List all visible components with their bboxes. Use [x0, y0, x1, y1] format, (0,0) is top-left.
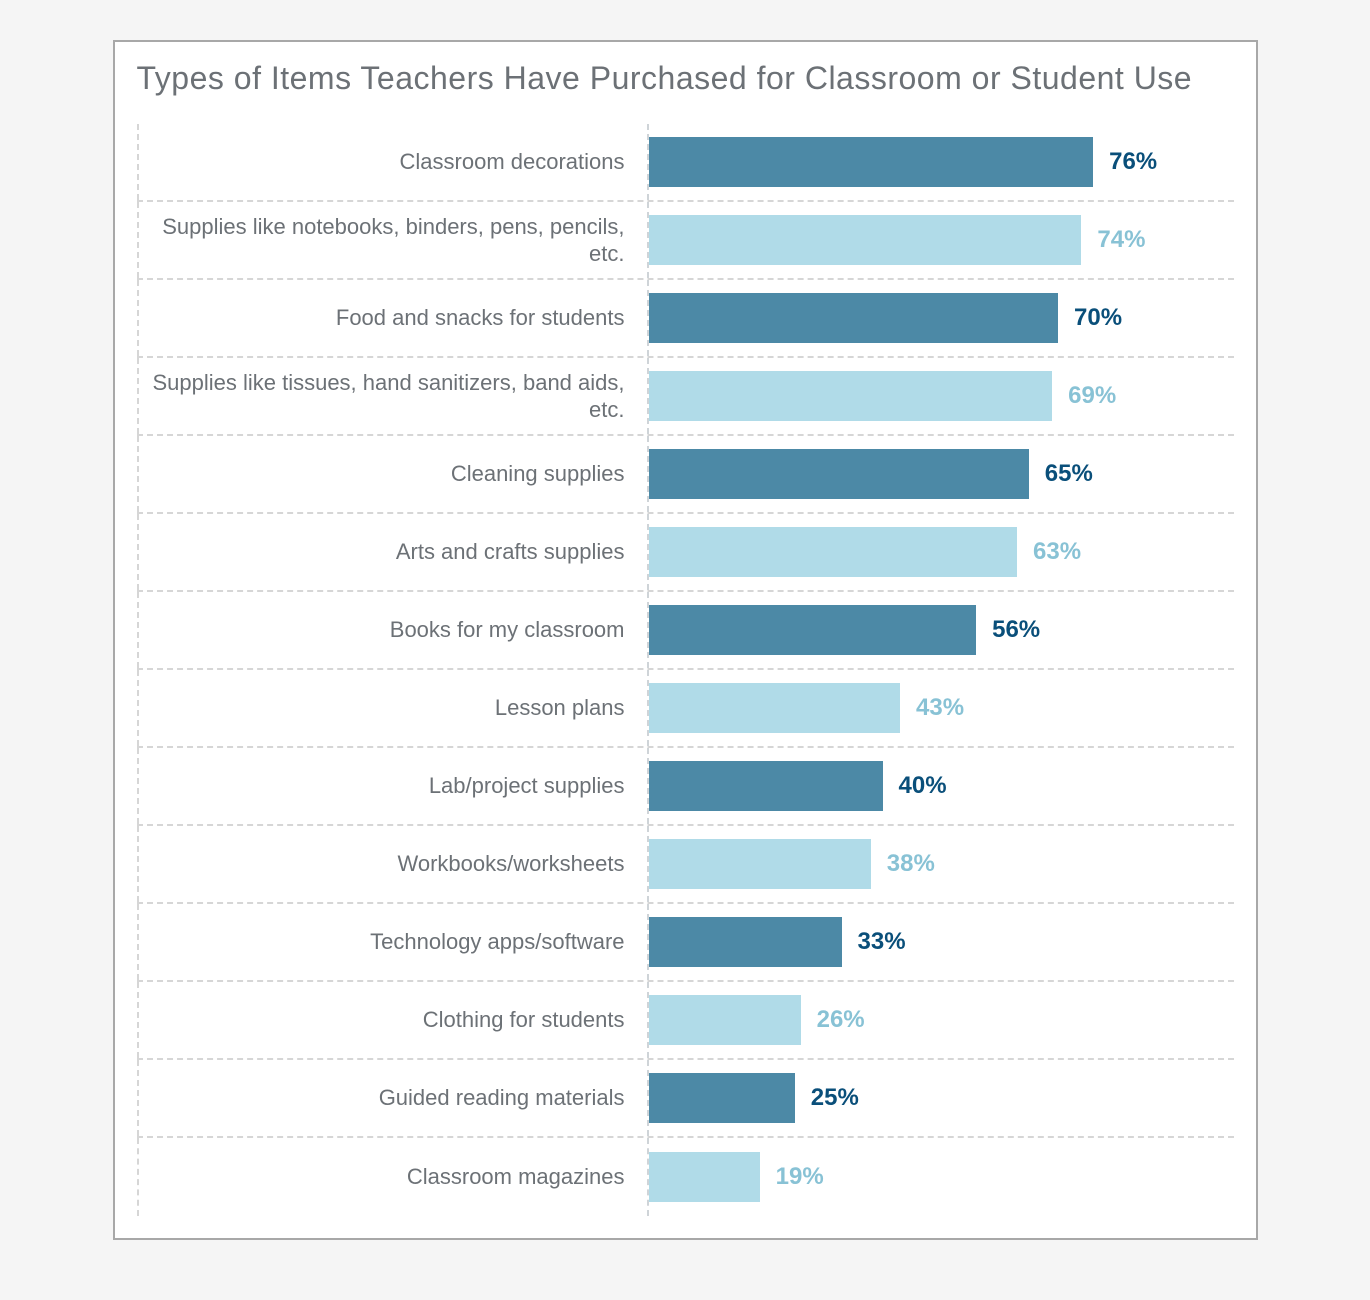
bar-cell: 63%: [647, 514, 1234, 590]
bar: [649, 917, 842, 967]
chart-title: Types of Items Teachers Have Purchased f…: [137, 58, 1234, 98]
bar-value: 74%: [1097, 226, 1145, 254]
row-label: Food and snacks for students: [137, 280, 647, 356]
bar-value: 70%: [1074, 304, 1122, 332]
bar-value: 33%: [858, 928, 906, 956]
bar-value: 56%: [992, 616, 1040, 644]
row-label: Clothing for students: [137, 982, 647, 1058]
table-row: Clothing for students 26%: [137, 982, 1234, 1060]
bar-cell: 25%: [647, 1060, 1234, 1136]
bar-cell: 40%: [647, 748, 1234, 824]
row-label: Books for my classroom: [137, 592, 647, 668]
bar-value: 69%: [1068, 382, 1116, 410]
table-row: Books for my classroom 56%: [137, 592, 1234, 670]
bar-value: 19%: [776, 1163, 824, 1191]
row-label: Guided reading materials: [137, 1060, 647, 1136]
bar-cell: 70%: [647, 280, 1234, 356]
row-label: Classroom magazines: [137, 1138, 647, 1216]
bar: [649, 215, 1082, 265]
bar-value: 65%: [1045, 460, 1093, 488]
bar-cell: 65%: [647, 436, 1234, 512]
chart-card: Types of Items Teachers Have Purchased f…: [113, 40, 1258, 1240]
bar-cell: 19%: [647, 1138, 1234, 1216]
bar: [649, 527, 1018, 577]
row-label: Technology apps/software: [137, 904, 647, 980]
row-label: Classroom decorations: [137, 124, 647, 200]
table-row: Lesson plans 43%: [137, 670, 1234, 748]
bar: [649, 995, 801, 1045]
bar: [649, 761, 883, 811]
bar: [649, 449, 1029, 499]
row-label: Cleaning supplies: [137, 436, 647, 512]
bar: [649, 683, 901, 733]
bar: [649, 605, 977, 655]
bar-value: 38%: [887, 850, 935, 878]
bar-cell: 76%: [647, 124, 1234, 200]
row-label: Lab/project supplies: [137, 748, 647, 824]
row-label: Lesson plans: [137, 670, 647, 746]
row-label: Arts and crafts supplies: [137, 514, 647, 590]
table-row: Classroom decorations 76%: [137, 124, 1234, 202]
bar: [649, 371, 1053, 421]
table-row: Guided reading materials 25%: [137, 1060, 1234, 1138]
bar: [649, 839, 871, 889]
table-row: Supplies like tissues, hand sanitizers, …: [137, 358, 1234, 436]
table-row: Classroom magazines 19%: [137, 1138, 1234, 1216]
table-row: Arts and crafts supplies 63%: [137, 514, 1234, 592]
row-label: Workbooks/worksheets: [137, 826, 647, 902]
table-row: Workbooks/worksheets 38%: [137, 826, 1234, 904]
bar-cell: 56%: [647, 592, 1234, 668]
bar-value: 76%: [1109, 148, 1157, 176]
bar-value: 40%: [899, 772, 947, 800]
bar-value: 25%: [811, 1084, 859, 1112]
bar-value: 26%: [817, 1006, 865, 1034]
bar: [649, 293, 1059, 343]
bar-value: 63%: [1033, 538, 1081, 566]
table-row: Food and snacks for students 70%: [137, 280, 1234, 358]
bar-cell: 33%: [647, 904, 1234, 980]
bar-value: 43%: [916, 694, 964, 722]
bar-cell: 26%: [647, 982, 1234, 1058]
table-row: Technology apps/software 33%: [137, 904, 1234, 982]
bar: [649, 137, 1094, 187]
bar-cell: 38%: [647, 826, 1234, 902]
row-label: Supplies like notebooks, binders, pens, …: [137, 202, 647, 278]
row-label: Supplies like tissues, hand sanitizers, …: [137, 358, 647, 434]
table-row: Cleaning supplies 65%: [137, 436, 1234, 514]
bar-cell: 74%: [647, 202, 1234, 278]
bar-cell: 43%: [647, 670, 1234, 746]
bar: [649, 1073, 795, 1123]
table-row: Lab/project supplies 40%: [137, 748, 1234, 826]
chart-rows: Classroom decorations 76% Supplies like no…: [137, 124, 1234, 1216]
bar: [649, 1152, 760, 1202]
table-row: Supplies like notebooks, binders, pens, …: [137, 202, 1234, 280]
bar-cell: 69%: [647, 358, 1234, 434]
